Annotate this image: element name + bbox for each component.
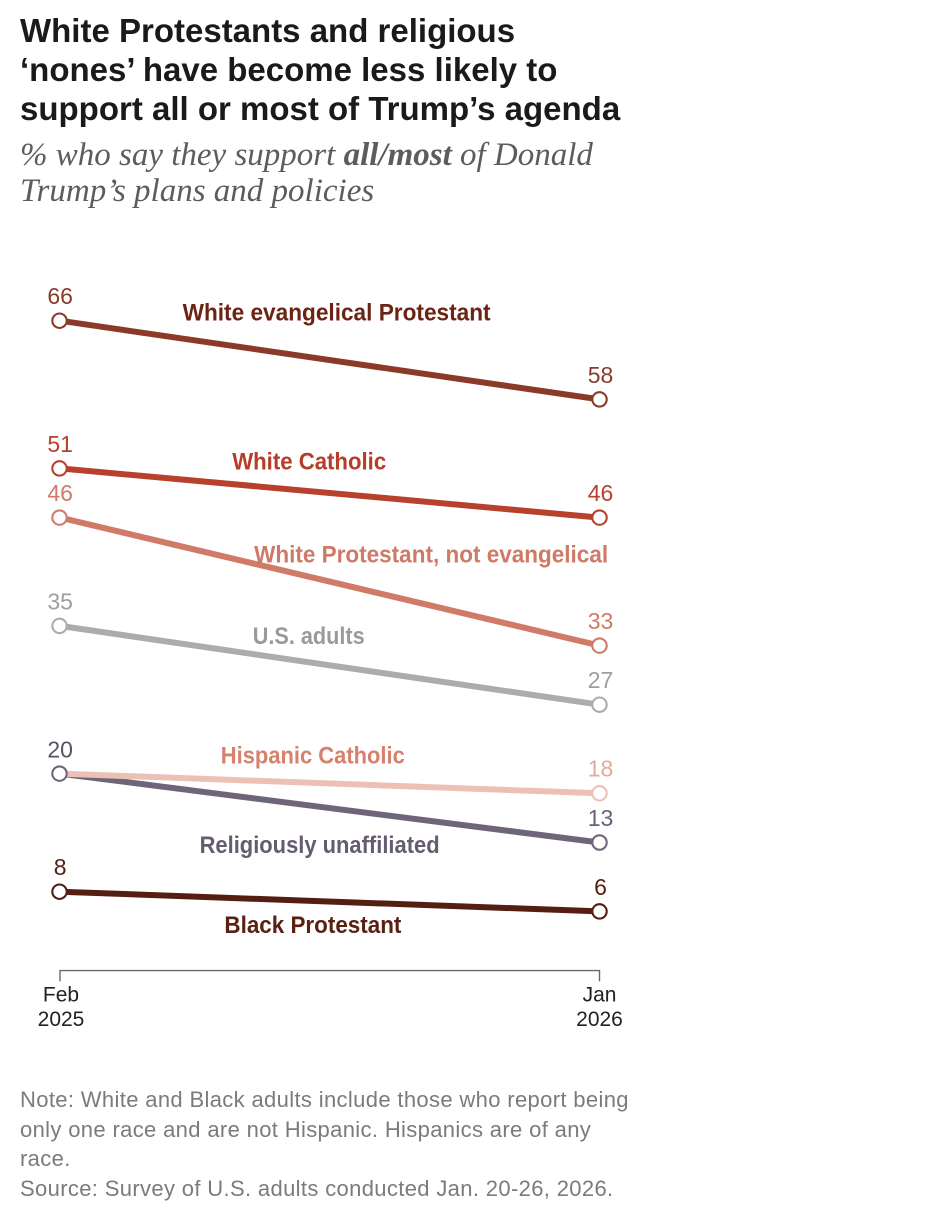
svg-text:Jan: Jan — [583, 984, 617, 1007]
svg-text:6: 6 — [594, 874, 607, 900]
svg-text:U.S. adults: U.S. adults — [253, 623, 365, 650]
svg-text:46: 46 — [588, 480, 614, 506]
svg-text:White Protestant, not evangeli: White Protestant, not evangelical — [254, 542, 608, 569]
svg-text:27: 27 — [588, 667, 614, 693]
svg-text:Black Protestant: Black Protestant — [224, 912, 401, 939]
svg-text:White Catholic: White Catholic — [232, 448, 386, 475]
svg-text:35: 35 — [47, 588, 73, 614]
svg-text:Hispanic Catholic: Hispanic Catholic — [221, 742, 405, 769]
svg-text:8: 8 — [54, 854, 67, 880]
svg-text:58: 58 — [588, 362, 614, 388]
svg-text:2025: 2025 — [38, 1008, 85, 1031]
svg-text:Religiously unaffiliated: Religiously unaffiliated — [200, 832, 440, 859]
svg-text:33: 33 — [588, 608, 614, 634]
svg-text:46: 46 — [47, 480, 73, 506]
svg-text:51: 51 — [47, 431, 73, 457]
svg-text:66: 66 — [47, 283, 73, 309]
svg-text:20: 20 — [47, 737, 73, 763]
svg-text:18: 18 — [588, 756, 614, 782]
svg-text:13: 13 — [588, 805, 614, 831]
svg-text:2026: 2026 — [576, 1008, 623, 1031]
svg-text:White evangelical Protestant: White evangelical Protestant — [183, 299, 491, 326]
svg-text:Feb: Feb — [43, 984, 79, 1007]
